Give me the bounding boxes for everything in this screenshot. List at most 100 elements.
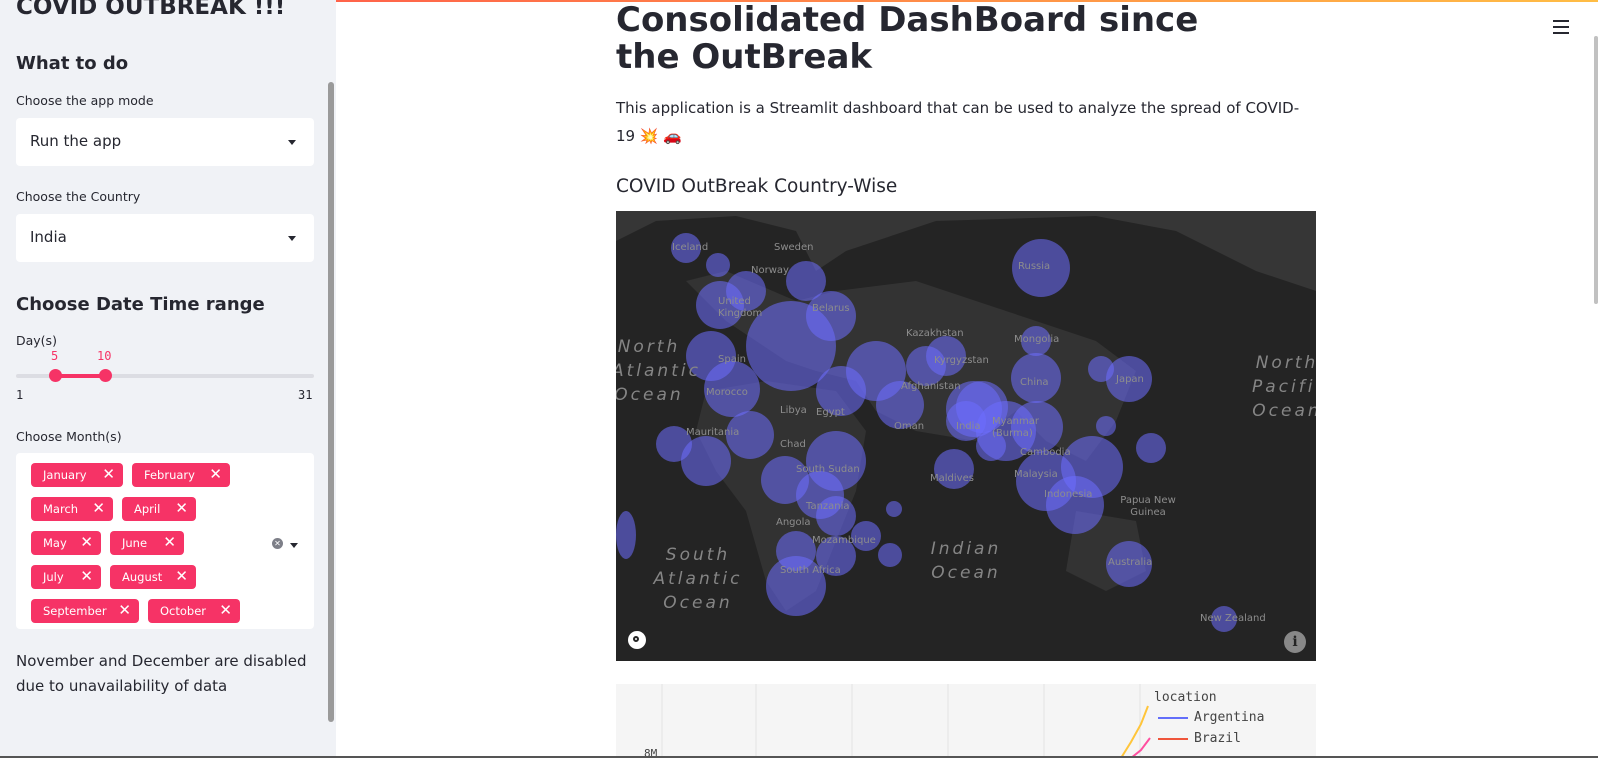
- ocean-label: North Atlantic Ocean: [616, 337, 701, 405]
- map-label: Chad: [780, 439, 806, 450]
- map-bubble[interactable]: [1011, 401, 1063, 453]
- map-label: Morocco: [706, 387, 748, 398]
- map-label: United Kingdom: [718, 296, 763, 319]
- legend-title: location: [1154, 690, 1217, 705]
- days-slider-track[interactable]: [16, 374, 314, 378]
- month-tag: May ✕: [31, 531, 101, 555]
- map-bubble[interactable]: [1106, 356, 1152, 402]
- map-bubble[interactable]: [1136, 433, 1166, 463]
- map-label: Myanmar (Burma): [992, 416, 1039, 439]
- map-label: Mauritania: [686, 427, 740, 438]
- remove-icon[interactable]: ✕: [80, 567, 93, 585]
- remove-icon[interactable]: ✕: [163, 533, 176, 551]
- slider-low-value: 5: [51, 349, 59, 363]
- map-bubble[interactable]: [851, 521, 881, 551]
- page-title: Consolidated DashBoard since the OutBrea…: [616, 0, 1199, 77]
- map-bubble[interactable]: [806, 291, 856, 341]
- ocean-label: Indian Ocean: [930, 539, 1002, 583]
- cases-line-chart[interactable]: 8M location Argentina Brazil: [616, 684, 1316, 758]
- map-label: Tanzania: [806, 501, 850, 512]
- months-note: November and December are disabled due t…: [16, 652, 307, 695]
- app-title: COVID OUTBREAK !!!: [16, 0, 286, 20]
- map-label: Maldives: [930, 473, 974, 484]
- remove-icon[interactable]: ✕: [80, 533, 93, 551]
- map-bubble[interactable]: [878, 543, 902, 567]
- map-bubble[interactable]: [766, 556, 826, 616]
- map-bubble[interactable]: [876, 381, 924, 429]
- chevron-down-icon[interactable]: [290, 543, 298, 548]
- slider-min-label: 1: [16, 388, 24, 402]
- map-bubble[interactable]: [816, 496, 856, 536]
- legend-item-brazil[interactable]: Brazil: [1158, 731, 1241, 746]
- remove-icon[interactable]: ✕: [175, 499, 188, 517]
- map-bubble[interactable]: [1011, 353, 1061, 403]
- remove-icon[interactable]: ✕: [102, 465, 115, 483]
- remove-icon[interactable]: ✕: [92, 499, 105, 517]
- days-label: Day(s): [16, 333, 57, 348]
- sidebar: COVID OUTBREAK !!! What to do Choose the…: [0, 0, 336, 758]
- map-bubble[interactable]: [616, 511, 636, 559]
- main-scrollbar[interactable]: [1594, 36, 1598, 304]
- map-bubble[interactable]: [1106, 541, 1152, 587]
- map-label: Iceland: [672, 242, 709, 253]
- slider-max-label: 31: [298, 388, 313, 402]
- map-label: Sweden: [774, 242, 814, 253]
- map-bubble[interactable]: [1211, 606, 1237, 632]
- map-bubble[interactable]: [934, 449, 974, 489]
- app-mode-value: Run the app: [30, 132, 122, 150]
- legend-line-icon: [1158, 737, 1188, 740]
- remove-icon[interactable]: ✕: [118, 601, 131, 619]
- map-label: India: [956, 421, 981, 432]
- hamburger-menu-icon[interactable]: [1553, 20, 1569, 34]
- sidebar-scrollbar[interactable]: [328, 82, 334, 722]
- slider-high-handle[interactable]: [99, 369, 112, 382]
- map-bubble[interactable]: [1021, 326, 1051, 356]
- app-description: This application is a Streamlit dashboar…: [616, 99, 1300, 145]
- top-decoration-bar: [0, 0, 1598, 2]
- ocean-label: South Atlantic Ocean: [653, 545, 743, 613]
- map-label: Russia: [1018, 261, 1051, 272]
- slider-high-value: 10: [97, 349, 112, 363]
- month-tag: February ✕: [132, 463, 230, 487]
- map-bubble[interactable]: [681, 436, 731, 486]
- map-bubble[interactable]: [1046, 476, 1104, 534]
- map-label: Japan: [1116, 374, 1144, 385]
- covid-bubble-map[interactable]: Iceland Sweden Norway Russia United King…: [616, 211, 1316, 661]
- map-bubble[interactable]: [816, 536, 856, 576]
- map-bubble[interactable]: [886, 501, 902, 517]
- map-bubble[interactable]: [704, 361, 760, 417]
- app-mode-select[interactable]: Run the app: [16, 118, 314, 166]
- map-label: Norway: [751, 265, 789, 276]
- map-logo-icon[interactable]: [628, 631, 646, 649]
- remove-icon[interactable]: ✕: [219, 601, 232, 619]
- map-bubble[interactable]: [726, 411, 774, 459]
- chevron-down-icon: [288, 140, 296, 145]
- country-select[interactable]: India: [16, 214, 314, 262]
- slider-low-handle[interactable]: [49, 369, 62, 382]
- info-icon[interactable]: i: [1284, 631, 1306, 653]
- remove-icon[interactable]: ✕: [209, 465, 222, 483]
- map-bubble[interactable]: [1096, 416, 1116, 436]
- map-label: Kyrgyzstan: [934, 355, 989, 366]
- map-label: Egypt: [816, 407, 845, 418]
- map-section-title: COVID OutBreak Country-Wise: [616, 176, 898, 197]
- bottom-border: [0, 756, 1598, 758]
- clear-all-icon[interactable]: ✕: [272, 538, 283, 549]
- map-label: Spain: [718, 354, 746, 365]
- map-bubble[interactable]: [1012, 239, 1070, 297]
- map-label: New Zealand: [1200, 613, 1266, 624]
- map-label: China: [1020, 377, 1049, 388]
- map-label: Papua New Guinea: [1120, 495, 1176, 518]
- remove-icon[interactable]: ✕: [175, 567, 188, 585]
- map-bubble[interactable]: [671, 233, 701, 263]
- map-bubble[interactable]: [726, 271, 766, 311]
- map-label: Belarus: [812, 303, 850, 314]
- map-label: Oman: [894, 421, 925, 432]
- map-bubble[interactable]: [706, 253, 730, 277]
- map-bubble[interactable]: [926, 336, 966, 376]
- month-tag: April ✕: [122, 497, 196, 521]
- legend-item-argentina[interactable]: Argentina: [1158, 710, 1264, 725]
- map-label: Kazakhstan: [906, 328, 964, 339]
- month-tag: August ✕: [110, 565, 196, 589]
- map-label: South Africa: [780, 565, 841, 576]
